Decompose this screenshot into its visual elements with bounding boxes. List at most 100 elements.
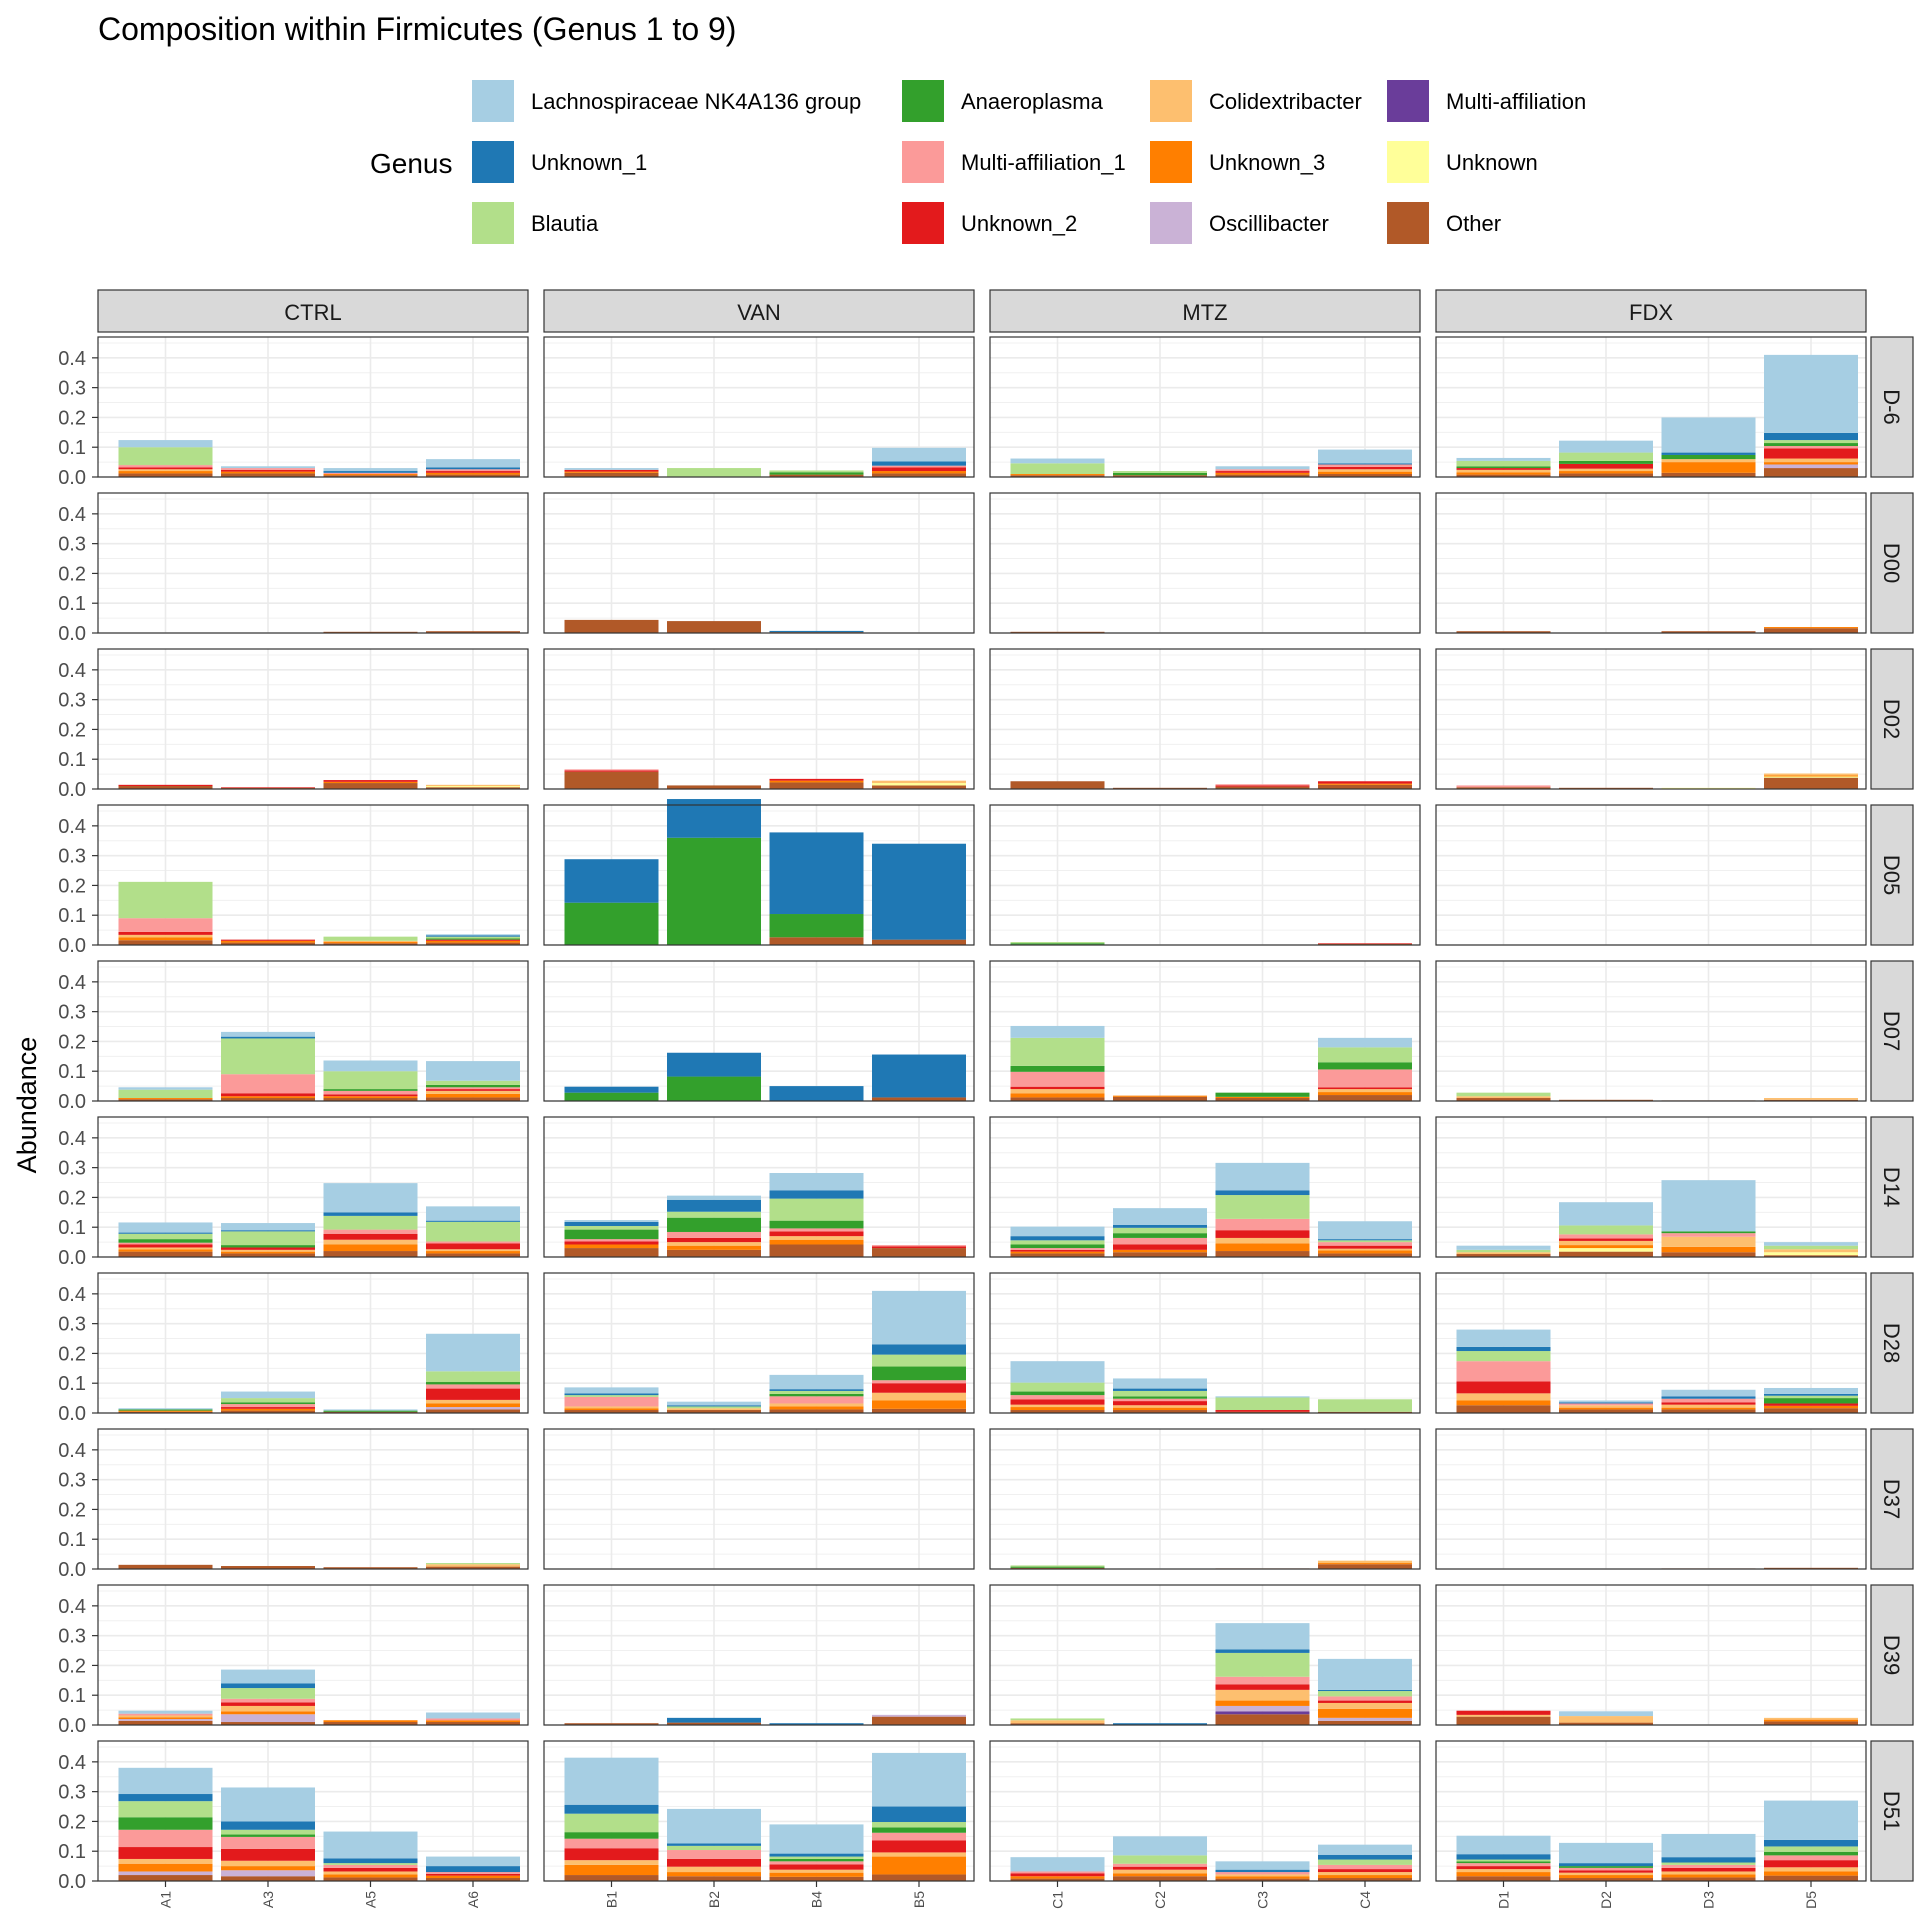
bar-segment-a6-d05-lachnospiraceae-nk4a136-group: [426, 934, 520, 936]
panel-border: [543, 1116, 975, 1258]
bar-segment-a1-d14-unknown-3: [118, 1249, 213, 1252]
bar-segment-a6-d05-other: [426, 942, 520, 945]
bar-segment-a3-d14-unknown-3: [221, 1251, 315, 1254]
bar-segment-a6-d39-other: [426, 1722, 520, 1725]
bar-segment-b1-d51-other: [564, 1875, 659, 1881]
y-tick-label: 0.3: [58, 378, 86, 400]
bar-segment-c2-d28-colidextribacter: [1113, 1405, 1207, 1408]
bar-segment-c3-d51-unknown-3: [1215, 1876, 1310, 1879]
bar-segment-c4-d-6-other: [1318, 474, 1412, 477]
bar-segment-d2-d51-lachnospiraceae-nk4a136-group: [1559, 1842, 1653, 1864]
bar-segment-d5-d14-unknown: [1764, 1252, 1858, 1256]
bar-segment-d5-d39-colidextribacter: [1764, 1717, 1858, 1720]
panel-border: [1435, 1584, 1867, 1726]
bar-segment-a3-d14-anaeroplasma: [221, 1245, 315, 1248]
bar-segment-b1-d39-other: [564, 1723, 659, 1725]
bar-segment-a6-d05-unknown-3: [426, 940, 520, 943]
bar-segment-a5-d14-unknown-1: [323, 1212, 418, 1216]
bar-segment-a3-d-6-multi-affiliation-1: [221, 468, 315, 470]
bar-segment-b1-d07-unknown-1: [564, 1086, 659, 1093]
bar-segment-b2-d14-unknown-1: [667, 1199, 761, 1212]
y-tick-label: 0.0: [58, 1559, 86, 1581]
bar-segment-a1-d39-unknown-3: [118, 1717, 213, 1720]
bar-segment-c2-d28-unknown-1: [1113, 1388, 1207, 1391]
bar-segment-a6-d07-lachnospiraceae-nk4a136-group: [426, 1061, 520, 1081]
bar-segment-b2-d14-lachnospiraceae-nk4a136-group: [667, 1195, 761, 1200]
bar-segment-b4-d28-unknown-1: [769, 1389, 864, 1391]
bar-segment-c2-d51-multi-affiliation-1: [1113, 1863, 1207, 1867]
bar-segment-b1-d14-anaeroplasma: [564, 1229, 659, 1240]
bar-segment-b2-d39-other: [667, 1722, 761, 1725]
bar-segment-a1-d02-unknown-2: [118, 784, 213, 787]
bar-segment-b4-d51-unknown-3: [769, 1872, 864, 1877]
bar-segment-c3-d28-blautia: [1215, 1397, 1310, 1411]
bar-segment-c3-d39-multi-affiliation-1: [1215, 1676, 1310, 1685]
bar-segment-d1-d07-other: [1456, 1098, 1551, 1101]
legend-key-7: [1150, 80, 1192, 122]
bar-segment-d1-d28-unknown-3: [1456, 1400, 1551, 1406]
bar-segment-c1-d51-other: [1010, 1878, 1105, 1881]
panel-mtz-d02: [989, 648, 1421, 790]
bar-segment-d1-d-6-colidextribacter: [1456, 469, 1551, 473]
bar-segment-d2-d-6-blautia: [1559, 452, 1653, 461]
bar-segment-c1-d39-colidextribacter: [1010, 1720, 1105, 1724]
panel-van-d07: [543, 960, 975, 1102]
bar-segment-b4-d02-other: [769, 782, 864, 789]
bar-segment-b4-d05-anaeroplasma: [769, 914, 864, 938]
bar-segment-c1-d02-other: [1010, 781, 1105, 789]
bar-segment-a1-d51-lachnospiraceae-nk4a136-group: [118, 1767, 213, 1795]
bar-segment-d5-d51-blautia: [1764, 1846, 1858, 1852]
y-tick-label: 0.4: [58, 1284, 86, 1306]
y-tick-label: 0.3: [58, 690, 86, 712]
bar-segment-a1-d14-lachnospiraceae-nk4a136-group: [118, 1222, 213, 1233]
bar-segment-c1-d07-multi-affiliation-1: [1010, 1071, 1105, 1087]
panel-fdx-d51: [1435, 1740, 1867, 1882]
bar-segment-c4-d39-colidextribacter: [1318, 1702, 1412, 1709]
bar-segment-c1-d28-other: [1010, 1410, 1105, 1413]
facet-strip-label-mtz: MTZ: [1182, 300, 1227, 325]
y-tick-label: 0.3: [58, 1470, 86, 1492]
legend-key-11: [1387, 141, 1429, 183]
panel-border: [543, 336, 975, 478]
bar-segment-c4-d39-other: [1318, 1720, 1412, 1725]
bar-segment-d2-d39-lachnospiraceae-nk4a136-group: [1559, 1711, 1653, 1717]
bar-segment-c2-d14-multi-affiliation-1: [1113, 1237, 1207, 1245]
bar-segment-b4-d39-unknown-1: [769, 1723, 864, 1725]
panel-fdx-d02: [1435, 648, 1867, 790]
y-tick-label: 0.2: [58, 407, 86, 429]
bar-segment-b1-d-6-other: [564, 472, 659, 477]
x-tick-label-c2: C2: [1152, 1891, 1168, 1909]
bar-segment-c4-d51-colidextribacter: [1318, 1872, 1412, 1876]
y-tick-label: 0.4: [58, 1440, 86, 1462]
bar-segment-c1-d-6-other: [1010, 475, 1105, 477]
bar-segment-b1-d51-blautia: [564, 1813, 659, 1833]
bar-segment-c1-d28-unknown-3: [1010, 1407, 1105, 1411]
bar-segment-d3-d51-lachnospiraceae-nk4a136-group: [1661, 1833, 1756, 1858]
bar-segment-c1-d14-blautia: [1010, 1240, 1105, 1245]
y-tick-label: 0.0: [58, 1403, 86, 1425]
bar-segment-a6-d28-anaeroplasma: [426, 1382, 520, 1385]
legend-key-3: [472, 202, 514, 244]
bar-segment-d2-d51-other: [1559, 1878, 1653, 1881]
legend-key-9: [1150, 202, 1192, 244]
panel-border: [543, 1272, 975, 1414]
bar-segment-b1-d-6-unknown-2: [564, 469, 659, 472]
bar-segment-d5-d51-unknown-3: [1764, 1871, 1858, 1876]
bar-segment-b4-d14-other: [769, 1244, 864, 1257]
y-tick-label: 0.3: [58, 1002, 86, 1024]
bar-segment-b4-d07-unknown-1: [769, 1086, 864, 1101]
panel-background: [1436, 805, 1866, 945]
bar-segment-d1-d07-colidextribacter: [1456, 1096, 1551, 1099]
bar-segment-a6-d14-unknown-1: [426, 1220, 520, 1222]
panel-mtz-d07: [989, 960, 1421, 1102]
panel-border: [543, 648, 975, 790]
bar-segment-d3-d-6-anaeroplasma: [1661, 454, 1756, 460]
bar-segment-c4-d02-other: [1318, 784, 1412, 789]
bar-segment-d1-d-6-anaeroplasma: [1456, 466, 1551, 469]
bar-segment-a6-d28-blautia: [426, 1371, 520, 1383]
bar-segment-b1-d51-lachnospiraceae-nk4a136-group: [564, 1757, 659, 1805]
bar-segment-a3-d02-unknown-2: [221, 787, 315, 788]
bar-segment-d3-d51-unknown-2: [1661, 1867, 1756, 1872]
bar-segment-d5-d02-colidextribacter: [1764, 773, 1858, 776]
bar-segment-b5-d51-lachnospiraceae-nk4a136-group: [872, 1752, 966, 1807]
